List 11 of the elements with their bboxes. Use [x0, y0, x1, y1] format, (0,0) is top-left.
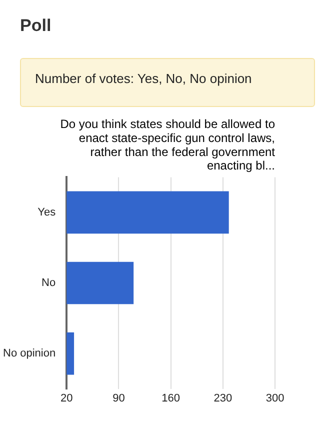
- x-tick-label: 300: [266, 392, 284, 404]
- text: Number of votes: Yes, No, No opinion: [20, 58, 315, 107]
- y-tick-label: No: [42, 277, 56, 290]
- y-tick-label: No opinion: [3, 348, 56, 360]
- y-tick-label: Yes: [38, 206, 56, 218]
- x-tick-label: 160: [162, 392, 180, 404]
- chart-title: Do you think states should be allowed to enact state-specific gun control laws, rather than the federal government enacting bl...: [60, 117, 276, 173]
- x-tick-label: 90: [112, 392, 125, 404]
- x-tick-label: 230: [214, 392, 232, 404]
- x-tick-label: 20: [60, 392, 73, 404]
- text: Poll: [20, 16, 52, 36]
